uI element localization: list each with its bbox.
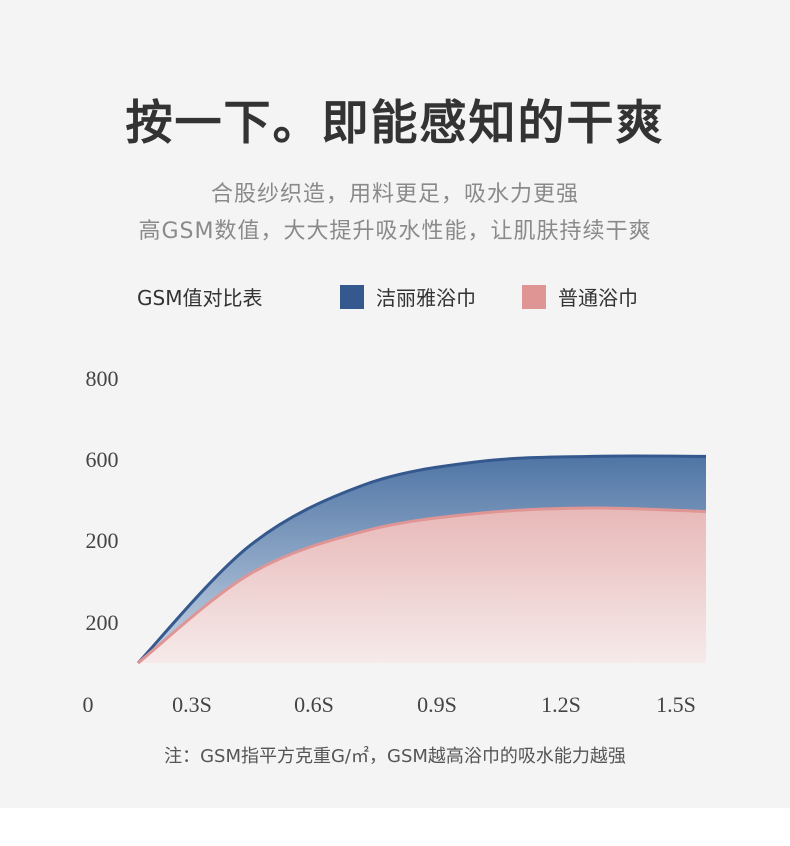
legend-swatch-ordinary xyxy=(522,285,546,309)
y-axis-ticks: 800 600 200 200 xyxy=(86,366,119,635)
series-line-ordinary xyxy=(137,506,707,665)
footnote: 注：GSM指平方克重G/㎡，GSM越高浴巾的吸水能力越强 xyxy=(164,746,626,767)
x-axis-ticks: 0 0.3S 0.6S 0.9S 1.2S 1.5S xyxy=(83,692,696,717)
legend-swatch-jieliya xyxy=(340,285,364,309)
series-line-jieliya xyxy=(136,454,707,665)
gsm-area-chart: 800 600 200 200 0 0.3S 0.6S 0.9S 1.2S 1.5S xyxy=(83,366,707,717)
x-tick-label: 1.2S xyxy=(541,692,581,717)
subtitle-line-2: 高GSM数值，大大提升吸水性能，让肌肤持续干爽 xyxy=(138,219,652,244)
series-area-ordinary xyxy=(138,508,706,663)
y-tick-label: 800 xyxy=(86,366,119,391)
x-tick-label: 0.6S xyxy=(294,692,334,717)
page-title: 按一下。即能感知的干爽 xyxy=(125,96,665,151)
legend-label-jieliya: 洁丽雅浴巾 xyxy=(376,286,476,310)
legend-item-ordinary: 普通浴巾 xyxy=(522,282,638,311)
x-tick-label: 0.9S xyxy=(417,692,457,717)
y-tick-label: 200 xyxy=(86,528,119,553)
x-tick-label: 0.3S xyxy=(172,692,212,717)
background-panel xyxy=(0,0,790,808)
chart-title: GSM值对比表 xyxy=(137,286,263,310)
legend-item-jieliya: 洁丽雅浴巾 xyxy=(340,282,476,311)
x-tick-label: 1.5S xyxy=(656,692,696,717)
y-tick-label: 600 xyxy=(86,447,119,472)
subtitle-line-1: 合股纱织造，用料更足，吸水力更强 xyxy=(210,182,579,207)
legend-label-ordinary: 普通浴巾 xyxy=(558,286,638,310)
y-tick-label: 200 xyxy=(86,610,119,635)
x-tick-label: 0 xyxy=(83,692,94,717)
